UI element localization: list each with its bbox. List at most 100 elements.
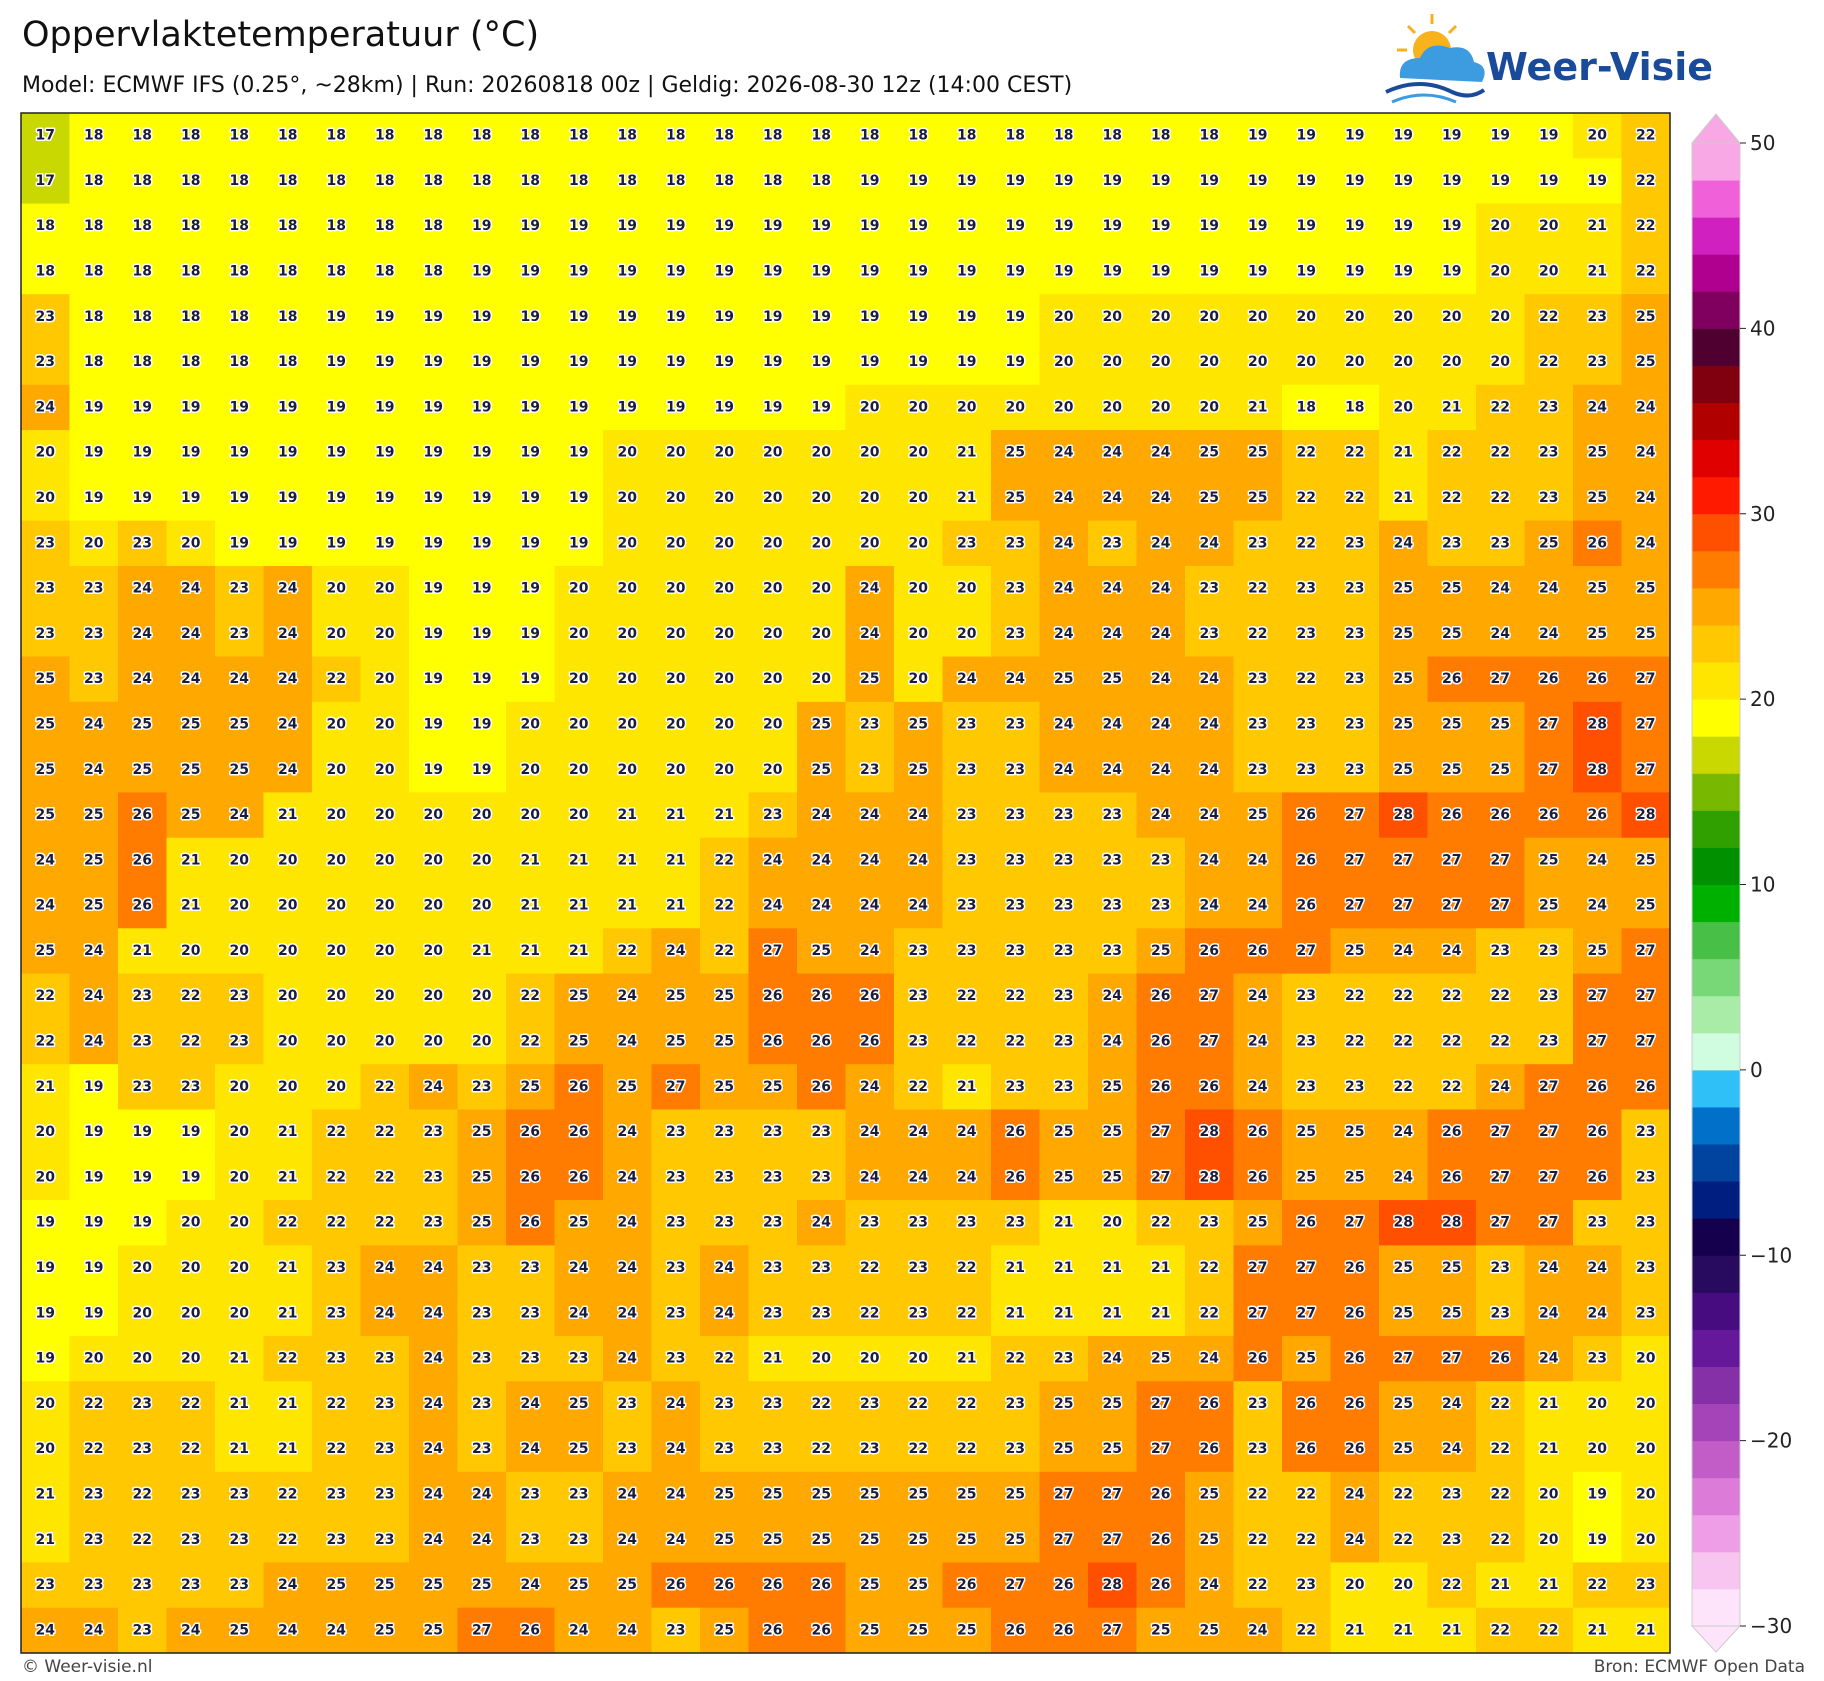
temperature-cell xyxy=(1621,430,1671,476)
temperature-label: 22 xyxy=(812,1441,831,1457)
temperature-cell xyxy=(360,656,410,703)
temperature-label: 25 xyxy=(1636,898,1655,914)
temperature-cell xyxy=(312,837,362,884)
temperature-cell xyxy=(1185,837,1235,884)
temperature-label: 23 xyxy=(763,807,782,823)
temperature-label: 20 xyxy=(715,671,735,687)
temperature-cell xyxy=(1427,792,1477,839)
temperature-cell xyxy=(1476,475,1526,522)
temperature-cell xyxy=(360,1471,410,1518)
temperature-cell xyxy=(457,1018,507,1065)
temperature-label: 22 xyxy=(1491,1396,1510,1412)
temperature-cell xyxy=(603,1517,653,1564)
temperature-label: 23 xyxy=(1054,852,1073,868)
temperature-cell xyxy=(1573,1064,1623,1111)
temperature-label: 25 xyxy=(36,762,55,778)
temperature-label: 23 xyxy=(424,1169,443,1185)
temperature-cell xyxy=(1185,430,1235,476)
temperature-cell xyxy=(1476,339,1526,386)
temperature-label: 20 xyxy=(278,1034,298,1050)
temperature-cell xyxy=(360,1290,410,1337)
temperature-cell xyxy=(360,339,410,386)
temperature-cell xyxy=(845,339,895,386)
temperature-label: 19 xyxy=(569,354,588,370)
temperature-label: 23 xyxy=(327,1351,346,1367)
temperature-label: 18 xyxy=(424,173,443,189)
temperature-label: 20 xyxy=(424,1034,444,1050)
temperature-cell xyxy=(894,1426,944,1473)
temperature-cell xyxy=(797,1426,847,1473)
temperature-cell xyxy=(1185,1517,1235,1564)
temperature-cell xyxy=(118,1018,168,1065)
temperature-label: 23 xyxy=(618,1396,637,1412)
temperature-label: 20 xyxy=(181,943,201,959)
temperature-label: 20 xyxy=(327,898,347,914)
temperature-cell xyxy=(1282,475,1332,522)
temperature-label: 20 xyxy=(1588,1396,1608,1412)
temperature-cell xyxy=(1136,1562,1186,1609)
temperature-label: 20 xyxy=(763,626,783,642)
temperature-cell xyxy=(894,565,944,612)
temperature-label: 18 xyxy=(278,128,297,144)
temperature-cell xyxy=(1282,1109,1332,1156)
temperature-label: 21 xyxy=(1394,445,1413,461)
temperature-cell xyxy=(1039,1109,1089,1156)
temperature-cell xyxy=(554,792,604,839)
temperature-label: 22 xyxy=(1442,1079,1461,1095)
temperature-cell xyxy=(991,520,1041,567)
temperature-cell xyxy=(1573,1381,1623,1428)
temperature-cell xyxy=(845,1562,895,1609)
temperature-cell xyxy=(312,158,362,205)
temperature-cell xyxy=(1282,158,1332,205)
temperature-label: 23 xyxy=(230,626,249,642)
temperature-cell xyxy=(1330,1471,1380,1518)
temperature-cell xyxy=(506,747,556,794)
temperature-label: 22 xyxy=(1297,1622,1316,1638)
temperature-label: 19 xyxy=(909,309,928,325)
temperature-cell xyxy=(603,1154,653,1201)
temperature-label: 28 xyxy=(1636,807,1655,823)
temperature-label: 26 xyxy=(1588,1079,1607,1095)
temperature-label: 19 xyxy=(1200,173,1219,189)
temperature-cell xyxy=(506,203,556,250)
temperature-cell xyxy=(506,339,556,386)
temperature-cell xyxy=(700,339,750,386)
temperature-cell xyxy=(409,1109,459,1156)
temperature-label: 20 xyxy=(763,445,783,461)
temperature-label: 24 xyxy=(618,988,638,1004)
temperature-cell xyxy=(1476,1471,1526,1518)
temperature-label: 25 xyxy=(1200,1532,1219,1548)
temperature-label: 18 xyxy=(181,218,200,234)
temperature-label: 20 xyxy=(375,762,395,778)
temperature-cell xyxy=(554,1154,604,1201)
temperature-cell xyxy=(312,294,362,341)
temperature-label: 24 xyxy=(909,807,929,823)
temperature-label: 19 xyxy=(521,581,540,597)
colorbar-bin xyxy=(1692,1366,1740,1405)
temperature-label: 24 xyxy=(36,852,56,868)
temperature-label: 23 xyxy=(375,1532,394,1548)
temperature-cell xyxy=(603,339,653,386)
temperature-cell xyxy=(1573,203,1623,250)
temperature-cell xyxy=(166,837,216,884)
temperature-cell xyxy=(360,430,410,476)
temperature-label: 20 xyxy=(569,626,589,642)
temperature-cell xyxy=(1088,1245,1138,1292)
temperature-label: 19 xyxy=(472,309,491,325)
temperature-label: 19 xyxy=(860,218,879,234)
temperature-label: 24 xyxy=(424,1351,444,1367)
temperature-label: 24 xyxy=(1588,1305,1608,1321)
temperature-cell xyxy=(748,1562,798,1609)
temperature-label: 26 xyxy=(1345,1260,1364,1276)
temperature-label: 25 xyxy=(715,1532,734,1548)
temperature-cell xyxy=(894,1245,944,1292)
temperature-label: 20 xyxy=(812,1351,832,1367)
temperature-label: 19 xyxy=(36,1260,55,1276)
temperature-label: 19 xyxy=(1054,264,1073,280)
temperature-label: 25 xyxy=(1248,807,1267,823)
temperature-label: 23 xyxy=(1248,671,1267,687)
temperature-cell xyxy=(1282,430,1332,476)
temperature-label: 25 xyxy=(230,762,249,778)
temperature-cell xyxy=(1039,701,1089,748)
temperature-cell xyxy=(748,1517,798,1564)
